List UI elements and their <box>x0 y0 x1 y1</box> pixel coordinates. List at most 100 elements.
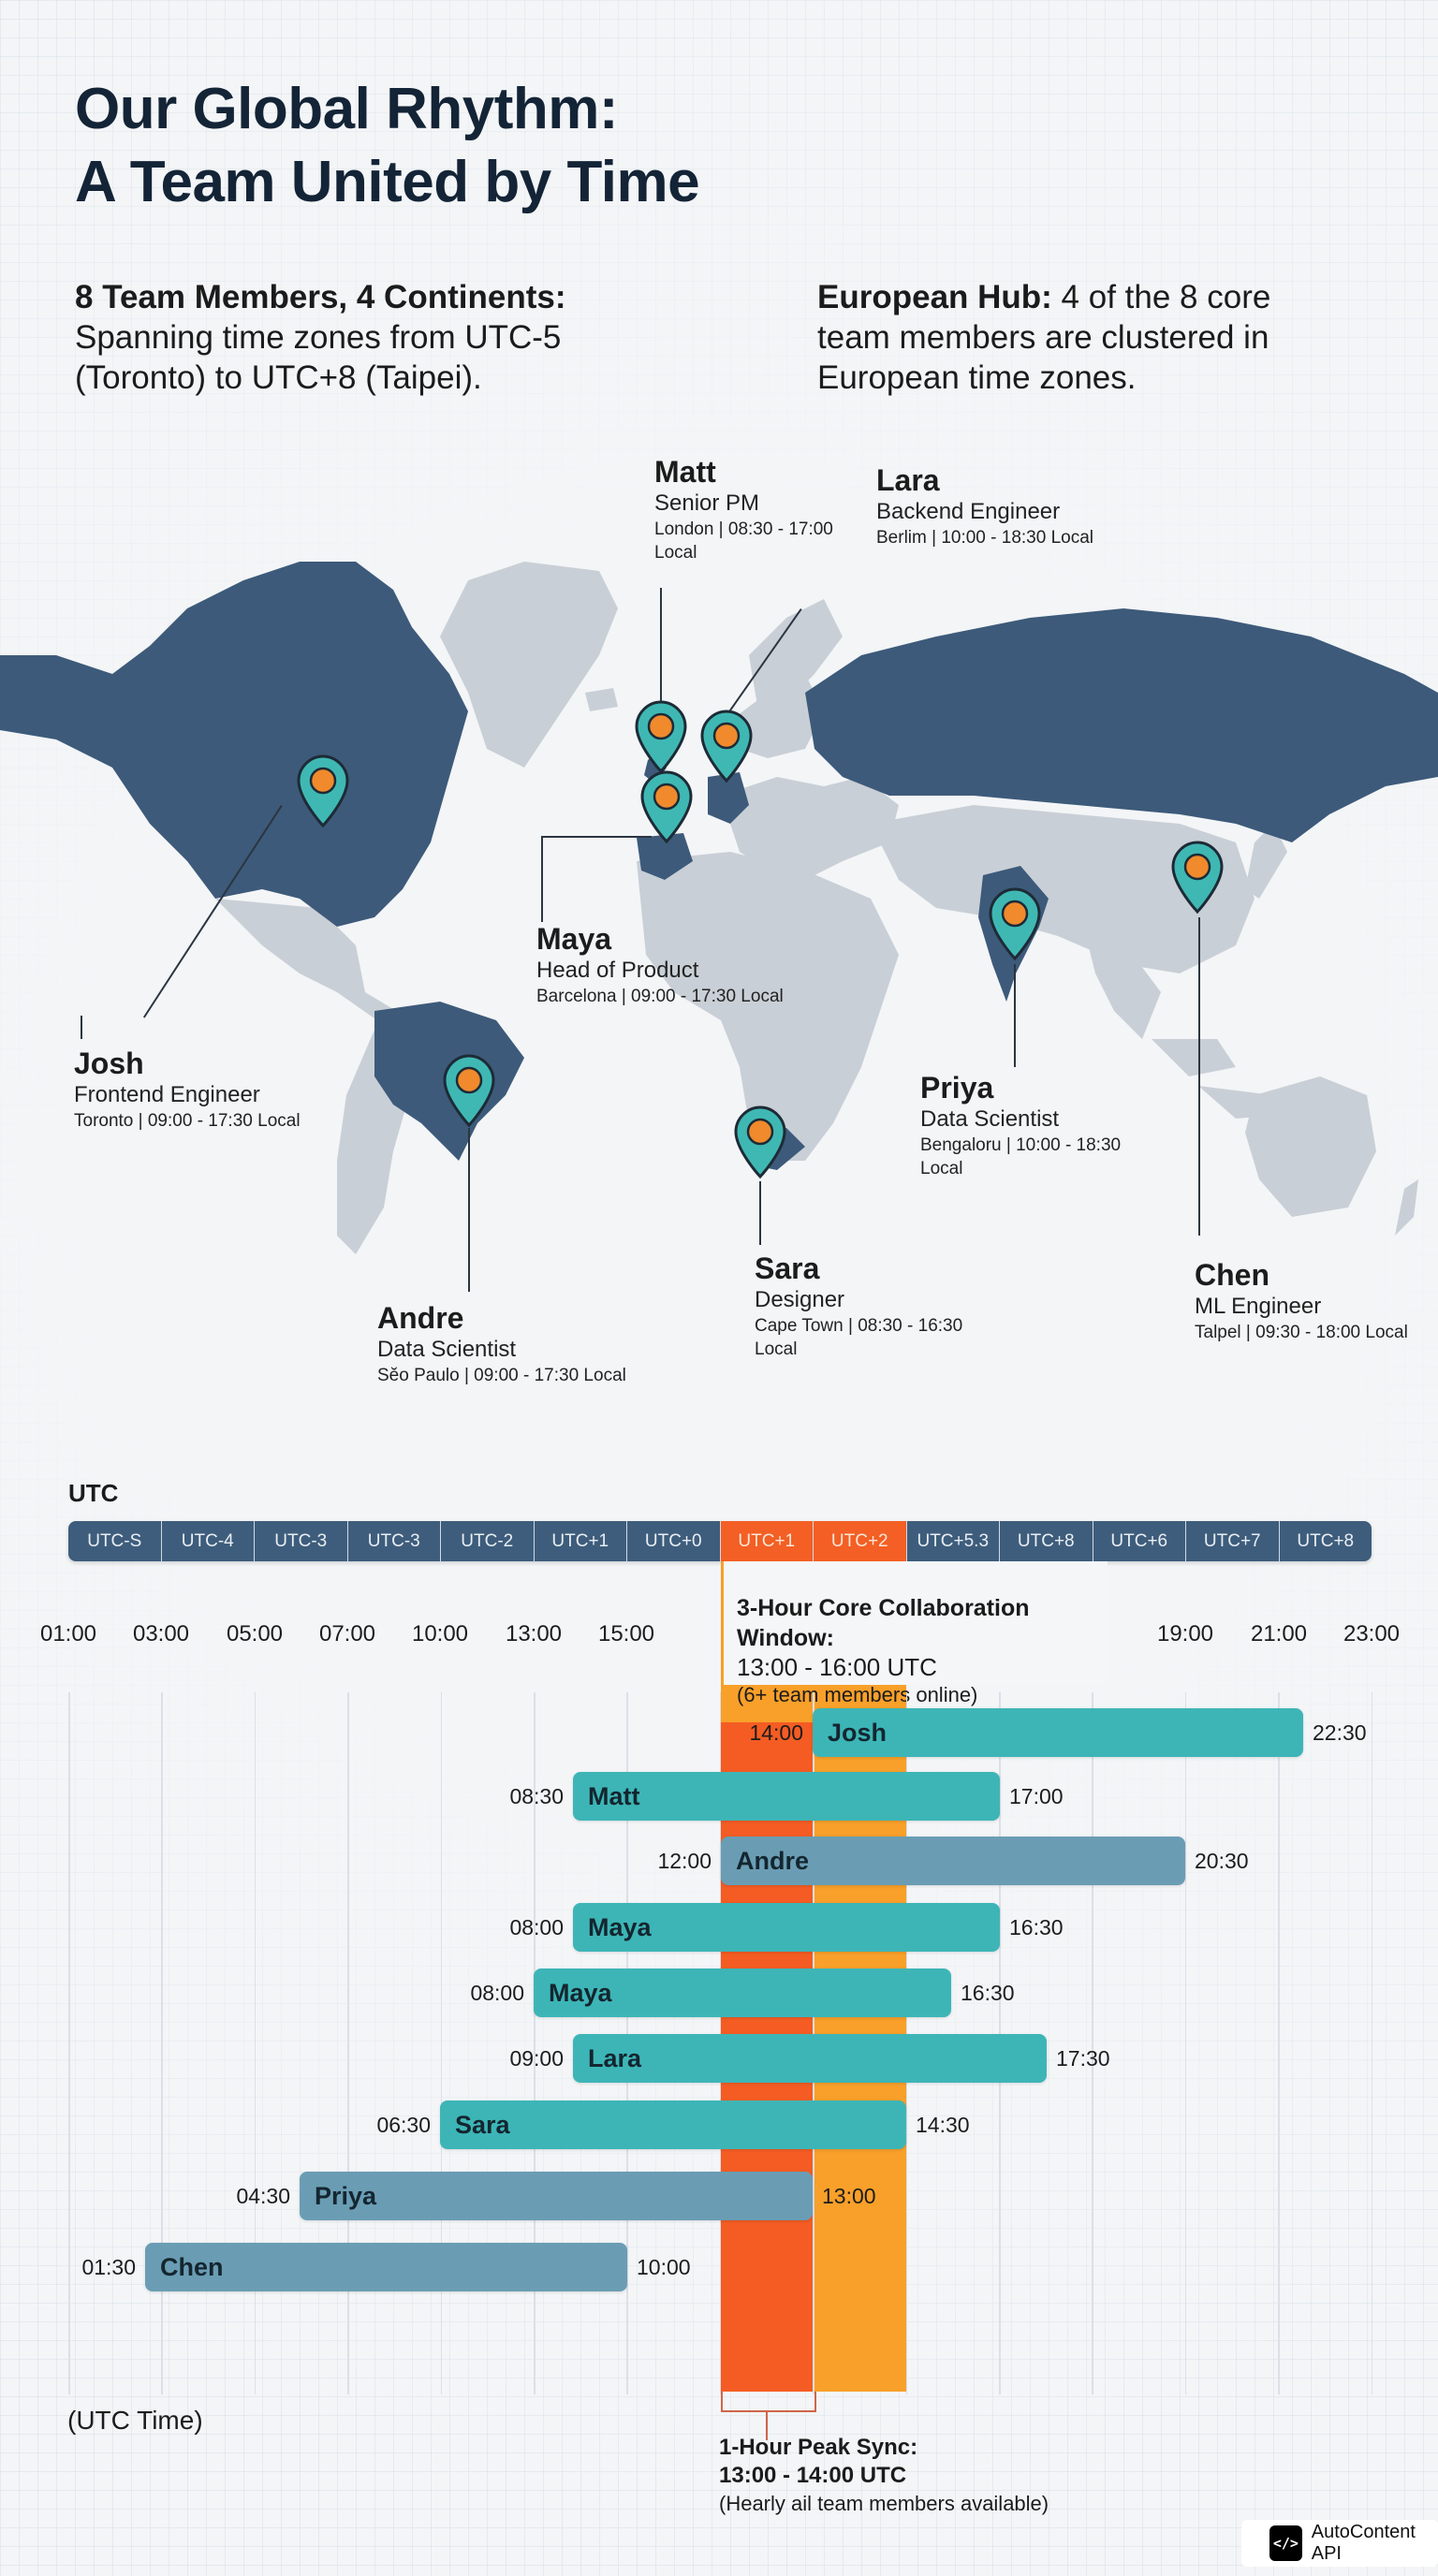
member-label-priya: Priya Data Scientist Bengaloru | 10:00 -… <box>920 1070 1136 1180</box>
member-location: Cape Town | 08:30 - 16:30 Local <box>755 1316 963 1359</box>
timezone-cell: UTC+0 <box>627 1521 721 1561</box>
core-window-title: 3-Hour Core Collaboration Window: <box>737 1595 1030 1651</box>
timezone-cell: UTC-S <box>68 1521 162 1561</box>
member-location: Sĕo Paulo | 09:00 - 17:30 Local <box>377 1366 626 1385</box>
member-role: Head of Product <box>536 958 699 983</box>
core-window-callout: 3-Hour Core Collaboration Window: 13:00 … <box>721 1561 1108 1706</box>
axis-tick-label: 19:00 <box>1156 1621 1214 1647</box>
pin-icon-josh <box>297 754 349 827</box>
member-location: Talpel | 09:30 - 18:00 Local <box>1195 1323 1408 1342</box>
bar-end-time: 16:30 <box>1009 1915 1064 1939</box>
peak-sync-note: (Hearly ail team members available) <box>719 2492 1049 2515</box>
bar-start-time: 01:30 <box>81 2255 136 2279</box>
summary-team-text: Spanning time zones from UTC-5 (Toronto)… <box>75 319 562 396</box>
axis-tick-label: 07:00 <box>318 1621 376 1647</box>
member-label-maya: Maya Head of Product Barcelona | 09:00 -… <box>536 921 784 1008</box>
title-line-1: Our Global Rhythm: <box>75 77 619 141</box>
timezone-cell: UTC+7 <box>1186 1521 1280 1561</box>
gridline <box>254 1692 257 2394</box>
bar-start-time: 04:30 <box>236 2184 290 2208</box>
member-location: Barcelona | 09:00 - 17:30 Local <box>536 987 784 1006</box>
bar-end-time: 10:00 <box>637 2255 691 2279</box>
peak-sync-callout: 1-Hour Peak Sync: 13:00 - 14:00 UTC (Hea… <box>719 2434 1049 2518</box>
member-role: ML Engineer <box>1195 1294 1322 1319</box>
badge-label: AutoContent API <box>1311 2522 1416 2564</box>
bar-member-name: Priya <box>315 2181 377 2210</box>
axis-tick-label: 03:00 <box>132 1621 190 1647</box>
timezone-cell: UTC-2 <box>441 1521 535 1561</box>
bar-end-time: 17:30 <box>1056 2046 1110 2071</box>
member-hours-bar: Sara <box>440 2100 906 2149</box>
bar-start-time: 08:30 <box>509 1784 564 1808</box>
land-grey <box>215 562 1418 1254</box>
core-window-time: 13:00 - 16:00 UTC <box>737 1653 937 1681</box>
pin-icon-lara <box>700 710 753 783</box>
timezone-cell: UTC-3 <box>347 1521 441 1561</box>
member-label-matt: Matt Senior PM London | 08:30 - 17:00 Lo… <box>654 454 842 564</box>
member-label-chen: Chen ML Engineer Talpel | 09:30 - 18:00 … <box>1195 1257 1408 1344</box>
member-name: Sara <box>755 1251 820 1285</box>
core-window-cap <box>721 1685 813 1722</box>
axis-tick-label: 05:00 <box>226 1621 284 1647</box>
timezone-cell: UTC+1 <box>720 1521 814 1561</box>
bar-member-name: Sara <box>455 2110 510 2139</box>
member-name: Andre <box>377 1301 464 1335</box>
axis-title: (UTC Time) <box>67 2406 203 2435</box>
leader-line-maya-v <box>541 836 543 922</box>
summary-team: 8 Team Members, 4 Continents: Spanning t… <box>75 277 655 398</box>
bar-start-time: 06:30 <box>376 2113 431 2137</box>
summary-hub-heading: European Hub: <box>817 279 1052 315</box>
title-line-2: A Team United by Time <box>75 150 700 214</box>
axis-tick-label: 15:00 <box>597 1621 655 1647</box>
bar-member-name: Maya <box>588 1912 652 1941</box>
leader-line-chen <box>1198 917 1200 1236</box>
core-window-note: (6+ team members online) <box>737 1683 978 1706</box>
timezone-cell: UTC+1 <box>534 1521 627 1561</box>
gridline <box>1184 1692 1187 2394</box>
member-role: Data Scientist <box>920 1106 1060 1132</box>
member-label-sara: Sara Designer Cape Town | 08:30 - 16:30 … <box>755 1251 979 1361</box>
bar-start-time: 12:00 <box>657 1849 712 1873</box>
member-hours-bar: Josh <box>813 1708 1303 1757</box>
member-label-andre: Andre Data Scientist Sĕo Paulo | 09:00 -… <box>377 1300 626 1387</box>
bar-end-time: 13:00 <box>822 2184 876 2208</box>
bar-start-time: 09:00 <box>509 2046 564 2071</box>
gridline <box>440 1692 443 2394</box>
member-name: Lara <box>876 463 940 497</box>
bar-end-time: 16:30 <box>961 1981 1015 2005</box>
timezone-cell: UTC+6 <box>1093 1521 1186 1561</box>
utc-label: UTC <box>68 1479 119 1507</box>
axis-tick-label: 01:00 <box>39 1621 97 1647</box>
leader-line-maya-h <box>541 836 652 838</box>
timezone-cell: UTC+8 <box>1279 1521 1372 1561</box>
member-role: Frontend Engineer <box>74 1082 260 1107</box>
member-hours-bar: Lara <box>573 2034 1047 2083</box>
bar-member-name: Josh <box>828 1718 888 1747</box>
member-location: London | 08:30 - 17:00 Local <box>654 520 833 563</box>
peak-bracket <box>721 2392 816 2412</box>
bar-start-time: 14:00 <box>749 1720 803 1745</box>
member-label-josh: Josh Frontend Engineer Toronto | 09:00 -… <box>74 1046 301 1133</box>
member-hours-bar: Maya <box>573 1903 1000 1952</box>
gridline <box>1371 1692 1373 2394</box>
gridline <box>1092 1692 1093 2394</box>
autocontent-badge[interactable]: </> AutoContent API <box>1241 2520 1438 2567</box>
member-name: Josh <box>74 1046 144 1080</box>
member-label-lara: Lara Backend Engineer Berlim | 10:00 - 1… <box>876 462 1093 549</box>
pin-icon-chen <box>1171 841 1224 914</box>
summary-hub: European Hub: 4 of the 8 core team membe… <box>817 277 1342 398</box>
member-role: Senior PM <box>654 490 760 516</box>
member-name: Priya <box>920 1071 994 1105</box>
gridline <box>1278 1692 1280 2394</box>
leader-line-sara <box>759 1181 761 1245</box>
bar-end-time: 14:30 <box>916 2113 970 2137</box>
member-hours-bar: Chen <box>145 2243 627 2291</box>
bar-member-name: Chen <box>160 2252 224 2281</box>
member-name: Matt <box>654 455 716 489</box>
bar-member-name: Maya <box>549 1978 612 2007</box>
member-hours-bar: Priya <box>300 2172 813 2220</box>
axis-tick-label: 10:00 <box>411 1621 469 1647</box>
member-location: Bengaloru | 10:00 - 18:30 Local <box>920 1135 1122 1178</box>
bar-member-name: Lara <box>588 2043 642 2072</box>
gridline <box>347 1692 349 2394</box>
